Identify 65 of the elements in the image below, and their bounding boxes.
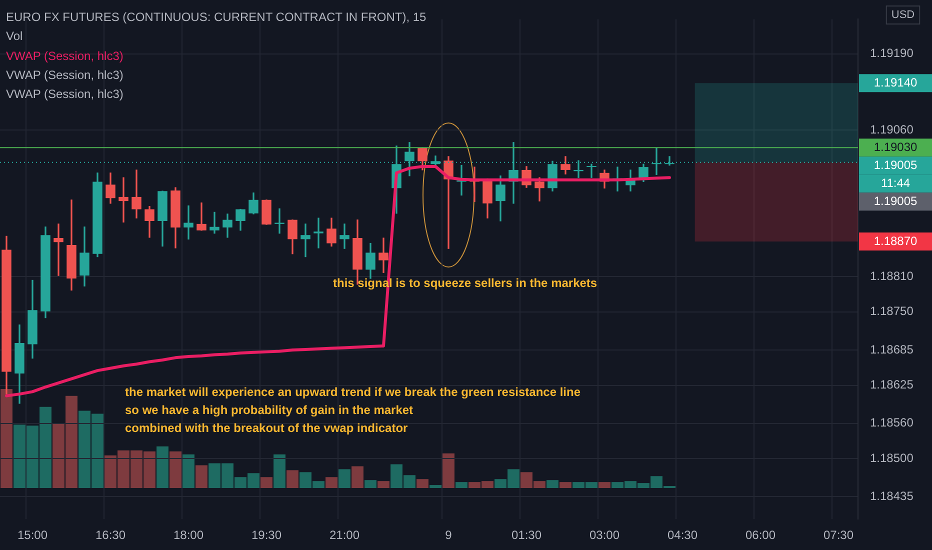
ref-line-label: 1.19030 [874, 140, 918, 154]
x-tick-label: 01:30 [511, 528, 542, 542]
x-tick-label: 9 [445, 528, 452, 542]
y-tick-label: 1.18685 [870, 342, 914, 356]
bar [286, 470, 298, 488]
bar [196, 465, 208, 488]
bar [0, 389, 12, 488]
y-tick-label: 1.18810 [870, 269, 914, 284]
y-tick-label: 1.18435 [870, 489, 914, 504]
bar [416, 479, 428, 488]
annotation: combined with the breakout of the vwap indicator [125, 421, 408, 435]
y-tick-label: 1.19190 [870, 46, 914, 60]
text: VWAP (Session, hlc3) [6, 48, 124, 65]
bar [430, 485, 442, 488]
x-tick-label: 16:30 [95, 528, 126, 542]
x-tick-label: 06:00 [745, 528, 776, 542]
text: 11:44 [880, 176, 910, 190]
y-tick-label: 1.18625 [870, 378, 914, 392]
bar [560, 482, 572, 488]
candlestick [210, 212, 220, 234]
bar [442, 453, 454, 488]
candlestick [132, 170, 142, 218]
candlestick [378, 238, 388, 273]
y-tick-label: 1.18500 [870, 450, 914, 465]
chart-title: EURO FX FUTURES (CONTINUOUS: CURRENT CONTRACT IN FRONT), 15 [6, 9, 426, 26]
candlestick [54, 224, 64, 276]
bar [156, 446, 168, 488]
x-tick-label: 18:00 [173, 528, 204, 542]
annotation: the market will experience an upward trend if we break the green resistance line [125, 385, 581, 399]
y-tick-label: 1.18750 [870, 304, 914, 318]
bar [598, 482, 610, 488]
bar [326, 477, 338, 488]
ref-line-label: 1.19005 [874, 158, 918, 172]
band-label: 1.19140 [874, 75, 918, 90]
text: 1.19005 [874, 194, 918, 208]
candlestick [314, 218, 324, 248]
candlestick [300, 224, 310, 258]
annotation: VWAP (Session, hlc3) [6, 86, 124, 104]
text: Vol [6, 28, 24, 46]
bar [338, 469, 350, 488]
annotation: VWAP (Session, hlc3) [6, 66, 124, 84]
bar [456, 482, 468, 488]
bar [170, 451, 182, 488]
candlestick [118, 177, 128, 222]
text: USD [891, 9, 915, 22]
x-tick-label: 15:00 [17, 528, 48, 542]
x-tick-label: 07:30 [823, 528, 854, 542]
bar [274, 454, 286, 488]
candlestick [340, 224, 350, 249]
bar [364, 480, 376, 488]
candlestick [196, 202, 206, 231]
band-label: 1.18870 [874, 234, 918, 248]
y-tick-label: 1.18560 [870, 416, 914, 430]
x-tick-label: 21:00 [329, 528, 360, 542]
bar [378, 481, 390, 488]
x-tick-label: 03:00 [589, 528, 620, 542]
candlestick [184, 205, 194, 240]
bar [352, 466, 364, 488]
bar [546, 480, 558, 488]
bar [260, 477, 272, 488]
bar [182, 454, 194, 488]
annotation: so we have a high probability of gain in the market [125, 403, 414, 417]
y-tick-label: 1.19060 [870, 122, 914, 136]
x-tick-label: 19:30 [251, 528, 282, 542]
x-tick-label: 04:30 [667, 528, 698, 542]
